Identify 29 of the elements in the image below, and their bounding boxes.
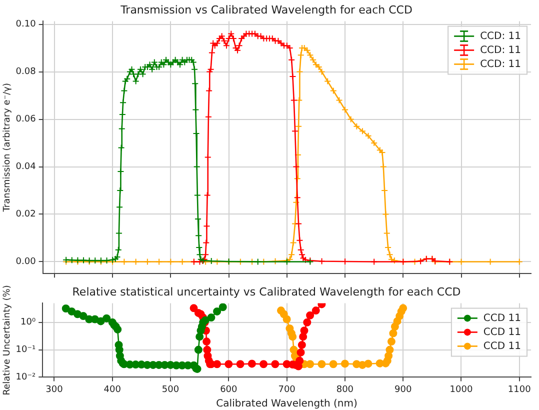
- chart-title: Transmission vs Calibrated Wavelength for each CCD: [120, 3, 412, 16]
- y-tick-label: 0.06: [16, 114, 36, 125]
- x-axis-title: Calibrated Wavelength (nm): [216, 398, 358, 410]
- legend-label: CCD: 11: [480, 58, 521, 70]
- x-tick-label: 1100: [508, 384, 532, 395]
- legend-label: CCD: 11: [480, 44, 521, 56]
- x-tick-label: 500: [162, 384, 180, 395]
- y-tick-label: 10⁻¹: [16, 345, 36, 356]
- x-tick-label: 400: [104, 384, 122, 395]
- x-tick-label: 600: [220, 384, 238, 395]
- y-axis-title: Relative Uncertainty (%): [2, 285, 13, 396]
- chart-title: Relative statistical uncertainty vs Calibrated Wavelength for each CCD: [72, 285, 461, 298]
- x-tick-label: 1000: [450, 384, 473, 395]
- y-axis-title: Transmission (arbitrary e⁻/γ): [2, 83, 13, 213]
- y-tick-label: 0.10: [16, 20, 36, 30]
- y-tick-label: 0.04: [16, 162, 36, 172]
- x-tick-label: 900: [394, 384, 412, 395]
- y-tick-label: 10⁻²: [16, 372, 36, 383]
- y-tick-label: 10⁰: [20, 318, 36, 328]
- y-tick-label: 0.08: [16, 67, 36, 78]
- x-tick-label: 300: [46, 384, 64, 395]
- x-tick-label: 700: [278, 384, 296, 395]
- y-tick-label: 0.00: [16, 257, 36, 268]
- x-tick-label: 800: [336, 384, 354, 395]
- legend-label: CCD 11: [483, 326, 522, 338]
- legend-label: CCD: 11: [480, 30, 521, 42]
- y-tick-label: 0.02: [16, 210, 36, 220]
- legend-label: CCD 11: [483, 312, 522, 324]
- legend-label: CCD 11: [483, 340, 522, 352]
